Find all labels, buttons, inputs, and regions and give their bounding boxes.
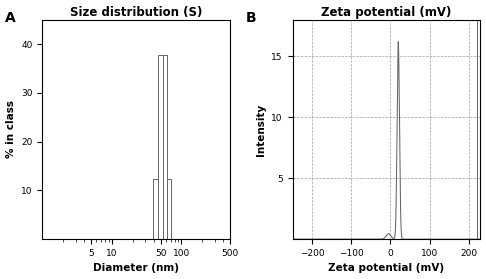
X-axis label: Zeta potential (mV): Zeta potential (mV) [329, 263, 445, 273]
Y-axis label: % in class: % in class [5, 100, 16, 158]
Y-axis label: Intensity: Intensity [256, 103, 266, 156]
Bar [153, 179, 158, 239]
Title: Zeta potential (mV): Zeta potential (mV) [321, 6, 452, 19]
Bar [158, 55, 163, 239]
Bar [163, 55, 167, 239]
Title: Size distribution (S): Size distribution (S) [70, 6, 202, 19]
Bar [167, 179, 171, 239]
X-axis label: Diameter (nm): Diameter (nm) [93, 263, 179, 273]
Text: B: B [246, 11, 256, 25]
Text: A: A [5, 11, 16, 25]
